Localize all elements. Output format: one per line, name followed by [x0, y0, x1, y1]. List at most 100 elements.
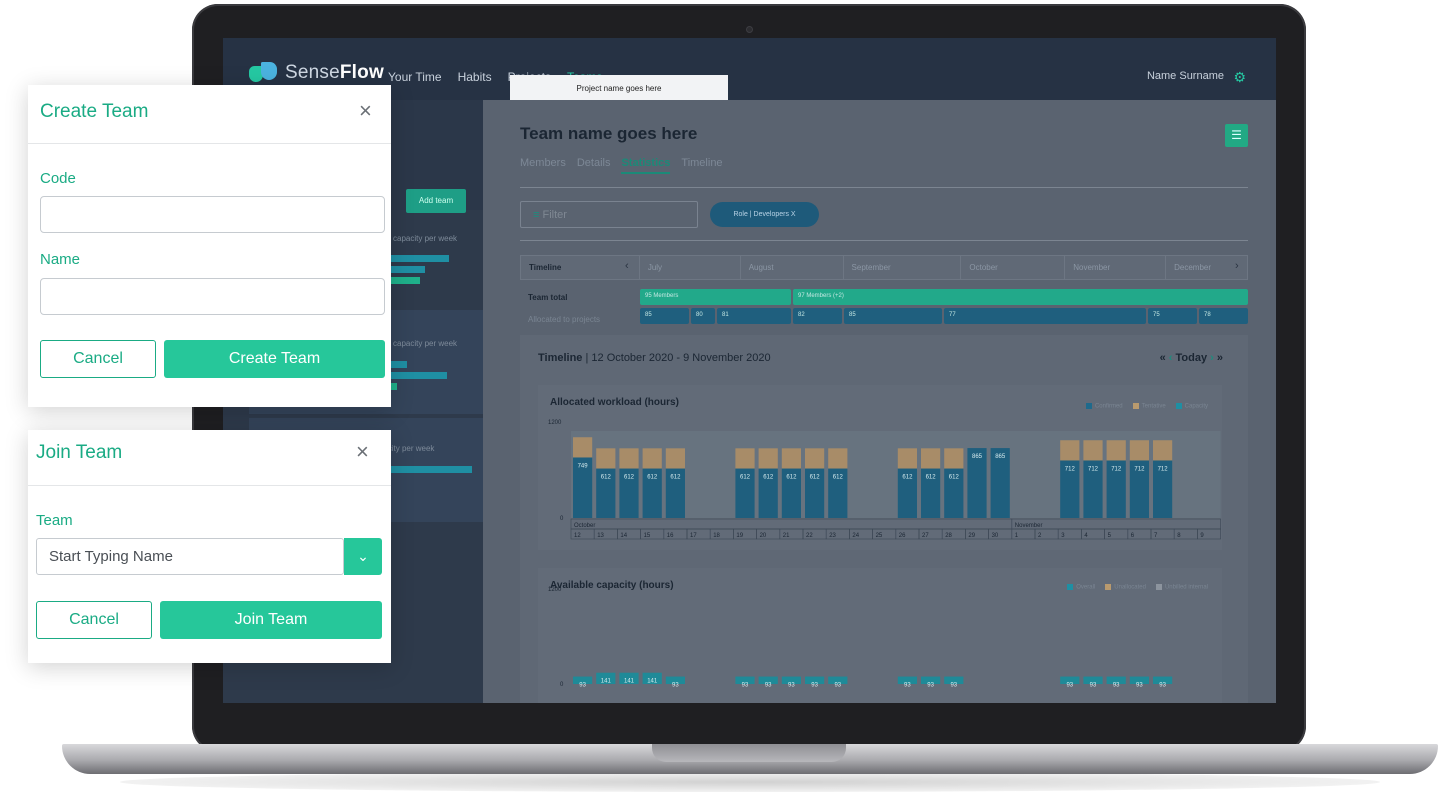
role-filter-chip[interactable]: Role | Developers X: [710, 202, 819, 227]
join-team-title: Join Team: [36, 442, 123, 463]
bar-value-label: 612: [624, 475, 635, 481]
bar-value-label: 712: [1158, 466, 1169, 472]
name-input[interactable]: [40, 278, 385, 315]
bar-confirmed: [921, 468, 941, 518]
bar-tentative: [573, 437, 593, 458]
close-icon[interactable]: ×: [359, 98, 372, 123]
bar-value-label: 612: [810, 475, 821, 481]
cancel-button[interactable]: Cancel: [40, 340, 156, 378]
brand-name-light: Sense: [285, 62, 340, 83]
x-tick-label: 18: [713, 533, 720, 539]
month-july: July: [638, 256, 740, 279]
x-tick-label: 1: [1015, 533, 1019, 539]
today-button[interactable]: Today: [1175, 352, 1208, 364]
legend-confirmed: Confirmed: [1086, 403, 1123, 410]
bar-tentative: [735, 448, 755, 469]
chevron-down-icon[interactable]: ⌄: [344, 538, 382, 575]
x-tick-label: 24: [852, 533, 859, 539]
add-team-button[interactable]: Add team: [406, 189, 466, 213]
chevron-right-icon[interactable]: ›: [1210, 352, 1214, 364]
chart-legend: Overall Unallocated Unbilled internal: [1067, 584, 1208, 591]
gear-icon[interactable]: ⚙: [1233, 69, 1246, 85]
project-name-popup[interactable]: Project name goes here: [510, 75, 728, 100]
month-october: October: [960, 256, 1064, 279]
bar-overall: [1083, 676, 1103, 684]
x-tick-label: 7: [1154, 533, 1158, 539]
filter-input[interactable]: ≡ Filter: [520, 201, 698, 228]
tab-members[interactable]: Members: [520, 157, 566, 169]
tab-timeline[interactable]: Timeline: [681, 157, 723, 169]
team-card-text: capacity per week: [393, 339, 458, 348]
nav-item-your-time[interactable]: Your Time: [388, 70, 442, 84]
bar-overall: [828, 676, 848, 684]
bar-tentative: [828, 448, 848, 469]
team-total-label: Team total: [528, 293, 568, 302]
chevron-right-icon[interactable]: ›: [1235, 260, 1239, 272]
code-input[interactable]: [40, 196, 385, 233]
bar-value-label: 612: [833, 475, 844, 481]
date-range: Timeline | 12 October 2020 - 9 November …: [538, 352, 771, 364]
bar-overall: [619, 672, 639, 684]
team-total-bar: 97 Members (+2): [793, 289, 1248, 305]
chevron-left-icon[interactable]: ‹: [625, 260, 629, 272]
bar-overall: [596, 672, 616, 684]
bar-value-label: 93: [904, 683, 911, 689]
bar-value-label: 612: [949, 475, 960, 481]
team-card-text: capacity per week: [393, 234, 458, 243]
statistics-panel: Team name goes here ☰ Members Details St…: [483, 100, 1276, 703]
month-label: October: [574, 523, 595, 529]
tab-details[interactable]: Details: [576, 157, 611, 169]
capacity-bar: [383, 255, 449, 262]
menu-icon[interactable]: ☰: [1225, 124, 1248, 147]
bar-confirmed: [967, 448, 987, 518]
create-team-modal: Create Team × Code Name Cancel Create Te…: [28, 85, 391, 407]
team-label: Team: [36, 512, 73, 529]
tab-statistics[interactable]: Statistics: [621, 157, 671, 174]
bar-value-label: 865: [972, 454, 983, 460]
join-team-button[interactable]: Join Team: [160, 601, 382, 639]
bar-value-label: 712: [1111, 466, 1122, 472]
team-select[interactable]: Start Typing Name: [36, 538, 344, 575]
nav-item-habits[interactable]: Habits: [457, 70, 492, 84]
create-team-button[interactable]: Create Team: [164, 340, 385, 378]
bar-value-label: 865: [995, 454, 1006, 460]
bar-tentative: [758, 448, 778, 469]
bar-overall: [1153, 676, 1173, 684]
bar-overall: [758, 676, 778, 684]
bar-value-label: 612: [601, 475, 612, 481]
chevron-left-icon[interactable]: ‹: [1168, 352, 1173, 364]
timeline-header-label: Timeline: [529, 263, 562, 272]
bar-value-label: 612: [647, 475, 658, 481]
x-tick-label: 4: [1084, 533, 1088, 539]
double-chevron-left-icon[interactable]: «: [1159, 352, 1166, 364]
chart-legend: Confirmed Tentative Capacity: [1086, 403, 1208, 410]
double-chevron-right-icon[interactable]: »: [1216, 352, 1223, 364]
chart-title: Available capacity (hours): [550, 580, 674, 591]
bar-value-label: 612: [926, 475, 937, 481]
bar-tentative: [1060, 440, 1080, 461]
bar-confirmed: [758, 468, 778, 518]
x-tick-label: 2: [1038, 533, 1042, 539]
bar-confirmed: [735, 468, 755, 518]
allocated-bar: 82: [793, 308, 842, 324]
filter-icon: ≡: [533, 209, 543, 221]
capacity-bar: [383, 266, 425, 273]
bar-confirmed: [1060, 460, 1080, 518]
bar-value-label: 141: [647, 679, 658, 685]
x-tick-label: 13: [597, 533, 604, 539]
divider: [520, 187, 1248, 188]
close-icon[interactable]: ×: [356, 439, 369, 464]
divider: [520, 240, 1248, 241]
chart-title: Allocated workload (hours): [550, 397, 679, 408]
month-september: September: [842, 256, 961, 279]
bar-overall: [1060, 676, 1080, 684]
x-tick-label: 5: [1108, 533, 1112, 539]
bar-value-label: 141: [624, 679, 635, 685]
brand-logo[interactable]: SenseFlow: [249, 62, 384, 84]
bar-value-label: 93: [579, 683, 586, 689]
bar-tentative: [944, 448, 964, 469]
month-november: November: [1064, 256, 1165, 279]
join-team-modal: Join Team × Team Start Typing Name ⌄ Can…: [28, 430, 391, 663]
cancel-button[interactable]: Cancel: [36, 601, 152, 639]
user-name[interactable]: Name Surname: [1146, 70, 1224, 82]
